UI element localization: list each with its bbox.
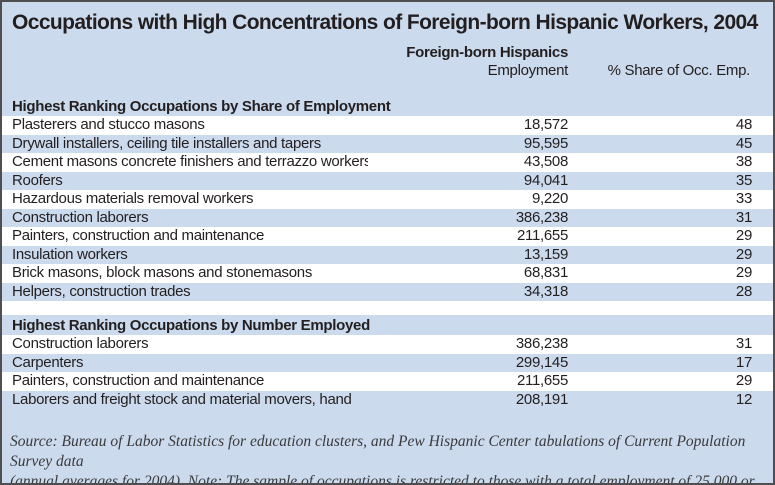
table-row: Plasterers and stucco masons 18,572 48 <box>2 116 773 135</box>
employment-cell: 95,595 <box>523 134 568 152</box>
table-row: Drywall installers, ceiling tile install… <box>2 134 773 153</box>
table-row: Cement masons concrete finishers and ter… <box>2 153 773 172</box>
section-gap <box>2 301 773 315</box>
occupation-cell: Hazardous materials removal workers <box>12 190 254 207</box>
table-row: Helpers, construction trades 34,318 28 <box>2 282 773 301</box>
share-cell: 31 <box>735 335 752 352</box>
share-cell: 31 <box>735 208 752 226</box>
occupation-cell: Painters, construction and maintenance <box>12 372 265 389</box>
occupation-cell: Construction laborers <box>12 208 149 226</box>
share-cell: 29 <box>735 245 752 263</box>
share-cell: 48 <box>735 116 752 133</box>
column-headers: Foreign-born Hispanics Employment % Shar… <box>2 36 773 96</box>
occupation-cell: Construction laborers <box>12 335 149 352</box>
data-table: Highest Ranking Occupations by Share of … <box>2 96 773 409</box>
share-cell: 17 <box>735 353 752 371</box>
table-row: Construction laborers 386,238 31 <box>2 208 773 227</box>
table-row: Painters, construction and maintenance 2… <box>2 227 773 246</box>
share-cell: 12 <box>735 390 752 408</box>
table-row: Roofers 94,041 35 <box>2 171 773 190</box>
table-row: Insulation workers 13,159 29 <box>2 245 773 264</box>
employment-cell: 18,572 <box>523 116 568 133</box>
source-note-line2: (annual averages for 2004). Note: The sa… <box>10 473 755 485</box>
share-cell: 35 <box>735 171 752 189</box>
share-cell: 28 <box>735 282 752 300</box>
share-cell: 29 <box>735 264 752 281</box>
table-row: Hazardous materials removal workers 9,22… <box>2 190 773 209</box>
table-row: Brick masons, block masons and stonemaso… <box>2 264 773 283</box>
share-cell: 38 <box>735 153 752 170</box>
page-title: Occupations with High Concentrations of … <box>12 11 758 34</box>
employment-cell: 211,655 <box>516 227 568 244</box>
share-cell: 33 <box>735 190 752 207</box>
occupation-cell: Cement masons concrete finishers and ter… <box>12 153 368 170</box>
employment-cell: 9,220 <box>531 190 568 207</box>
employment-cell: 68,831 <box>523 264 568 281</box>
occupation-cell: Laborers and freight stock and material … <box>12 390 352 408</box>
section-header-share: Highest Ranking Occupations by Share of … <box>2 96 773 116</box>
column-header-group: Foreign-born Hispanics <box>406 44 568 61</box>
employment-cell: 34,318 <box>523 282 568 300</box>
employment-cell: 211,655 <box>516 372 568 389</box>
table-row: Carpenters 299,145 17 <box>2 353 773 372</box>
table-row: Painters, construction and maintenance 2… <box>2 372 773 391</box>
employment-cell: 299,145 <box>515 353 568 371</box>
occupation-cell: Roofers <box>12 171 63 189</box>
share-cell: 45 <box>735 134 752 152</box>
share-cell: 29 <box>735 372 752 389</box>
section-header-number: Highest Ranking Occupations by Number Em… <box>2 315 773 335</box>
column-header-share: % Share of Occ. Emp. <box>607 62 751 79</box>
table-row: Laborers and freight stock and material … <box>2 390 773 409</box>
occupation-cell: Brick masons, block masons and stonemaso… <box>12 264 313 281</box>
employment-cell: 13,159 <box>523 245 568 263</box>
occupation-cell: Insulation workers <box>12 245 128 263</box>
occupation-cell: Painters, construction and maintenance <box>12 227 265 244</box>
occupation-cell: Drywall installers, ceiling tile install… <box>12 134 321 152</box>
occupation-cell: Carpenters <box>12 353 84 371</box>
employment-cell: 208,191 <box>515 390 568 408</box>
share-cell: 29 <box>735 227 752 244</box>
source-note: Source: Bureau of Labor Statistics for e… <box>2 432 773 485</box>
source-note-line1: Source: Bureau of Labor Statistics for e… <box>10 433 746 470</box>
occupation-cell: Plasterers and stucco masons <box>12 116 205 133</box>
employment-cell: 386,238 <box>515 208 568 226</box>
employment-cell: 386,238 <box>515 335 568 352</box>
table-row: Construction laborers 386,238 31 <box>2 335 773 354</box>
column-header-employment: Employment <box>487 62 569 79</box>
occupation-cell: Helpers, construction trades <box>12 282 191 300</box>
employment-cell: 94,041 <box>523 171 568 189</box>
employment-cell: 43,508 <box>523 153 568 170</box>
